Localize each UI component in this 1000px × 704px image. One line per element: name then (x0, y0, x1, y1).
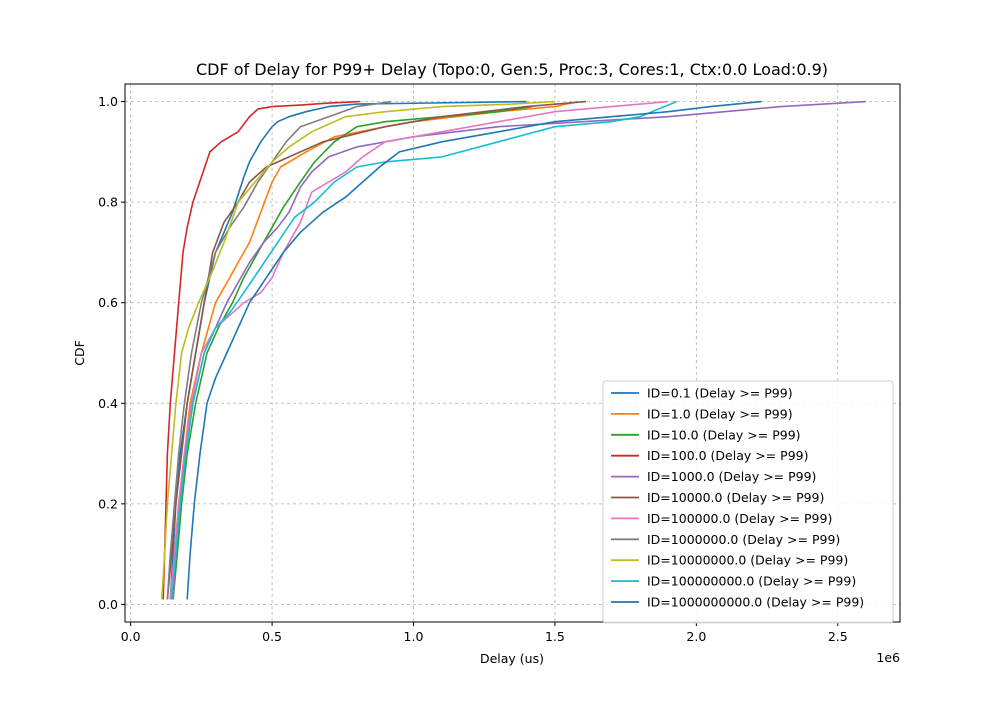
y-tick-label: 0.8 (98, 195, 118, 210)
legend-entry-label: ID=10000.0 (Delay >= P99) (647, 490, 824, 505)
legend-entry-label: ID=100000.0 (Delay >= P99) (647, 511, 832, 526)
series-line-3 (162, 100, 360, 600)
legend-entry-label: ID=10000000.0 (Delay >= P99) (647, 553, 848, 568)
x-tick-label: 0.0 (121, 629, 141, 644)
series-lines (161, 100, 867, 600)
x-axis-label: Delay (us) (480, 651, 544, 666)
y-tick-label: 0.6 (98, 295, 118, 310)
legend-entry-label: ID=10.0 (Delay >= P99) (647, 427, 801, 442)
legend-entry-label: ID=1000000000.0 (Delay >= P99) (647, 595, 864, 610)
series-line-0 (169, 100, 527, 600)
x-tick-label: 2.5 (828, 629, 848, 644)
legend-entry-label: ID=1000000.0 (Delay >= P99) (647, 532, 840, 547)
legend-entry-label: ID=0.1 (Delay >= P99) (647, 386, 793, 401)
series-line-1 (169, 100, 578, 600)
y-axis-label: CDF (72, 340, 87, 366)
series-line-10 (186, 100, 762, 600)
series-line-5 (166, 100, 587, 600)
y-tick-label: 1.0 (98, 94, 118, 109)
legend-entry-label: ID=1.0 (Delay >= P99) (647, 406, 793, 421)
y-tick-label: 0.2 (98, 496, 118, 511)
legend-entry-label: ID=100000000.0 (Delay >= P99) (647, 574, 856, 589)
chart-title: CDF of Delay for P99+ Delay (Topo:0, Gen… (196, 60, 828, 79)
x-tick-label: 1.0 (404, 629, 424, 644)
x-tick-label: 2.0 (686, 629, 706, 644)
x-tick-label: 0.5 (262, 629, 282, 644)
plot-frame (124, 83, 901, 623)
series-line-9 (170, 100, 677, 600)
series-line-8 (161, 100, 555, 600)
legend: ID=0.1 (Delay >= P99) ID=1.0 (Delay >= P9… (602, 380, 894, 624)
legend-entry-label: ID=100.0 (Delay >= P99) (647, 448, 808, 463)
x-tick-label: 1.5 (545, 629, 565, 644)
x-axis-offset-text: 1e6 (876, 650, 900, 665)
y-tick-label: 0.0 (98, 597, 118, 612)
legend-entry-label: ID=1000.0 (Delay >= P99) (647, 469, 816, 484)
y-tick-label: 0.4 (98, 396, 118, 411)
series-line-6 (169, 100, 669, 600)
axis-ticks: 0.0 0.5 1.0 1.5 2.0 2.5 0.0 0.2 0.4 0.6 0.8 1.0 (98, 94, 848, 644)
legend-box (602, 380, 894, 624)
